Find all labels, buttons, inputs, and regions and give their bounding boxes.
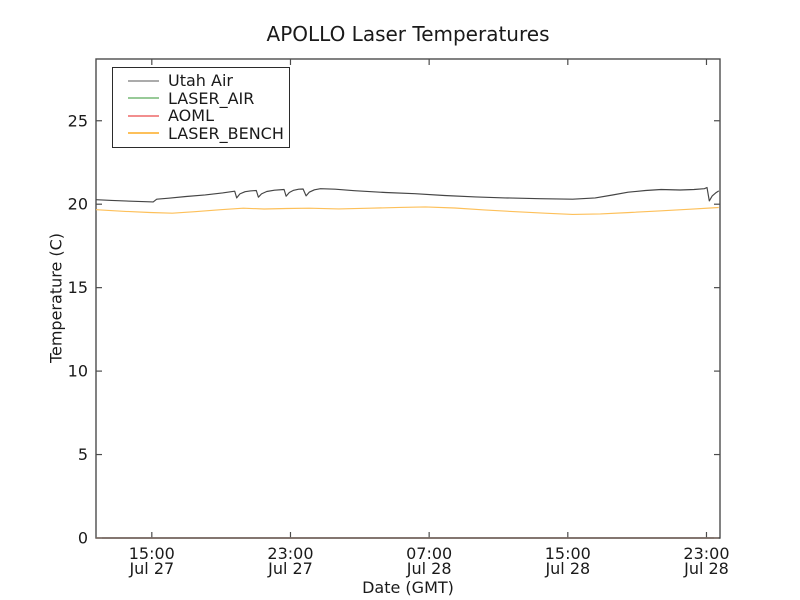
x-tick-label-date: Jul 27 — [128, 559, 174, 578]
y-tick-label: 20 — [68, 195, 88, 214]
x-tick-label-date: Jul 28 — [683, 559, 729, 578]
y-axis-label: Temperature (C) — [46, 232, 66, 364]
legend-line-swatch — [128, 132, 159, 135]
legend-line-swatch — [128, 79, 159, 82]
legend-label: LASER_BENCH — [168, 123, 284, 143]
series-line-laser-bench — [95, 206, 719, 215]
legend-line-swatch — [128, 114, 159, 117]
legend-item-laser-bench: LASER_BENCH — [113, 125, 289, 143]
legend-line-swatch — [128, 97, 159, 100]
chart-title: APOLLO Laser Temperatures — [266, 22, 550, 46]
series-line-utah-air — [95, 186, 720, 203]
x-tick-label-time: 23:00 — [267, 544, 313, 563]
x-tick-label-date: Jul 28 — [406, 559, 452, 578]
y-tick-label: 5 — [78, 445, 88, 464]
legend: Utah Air LASER_AIR AOML LASER_BENCH — [112, 67, 290, 148]
x-tick-label-time: 07:00 — [406, 544, 452, 563]
legend-label: AOML — [168, 106, 214, 126]
y-tick-label: 15 — [68, 278, 88, 297]
legend-label: LASER_AIR — [168, 88, 255, 108]
y-tick-label: 25 — [68, 111, 88, 130]
x-tick-label-time: 15:00 — [545, 544, 591, 563]
x-axis-label: Date (GMT) — [362, 578, 454, 597]
x-tick-label-date: Jul 28 — [544, 559, 590, 578]
legend-item-laser-air: LASER_AIR — [113, 90, 289, 108]
x-tick-label-date: Jul 27 — [267, 559, 313, 578]
legend-label: Utah Air — [168, 71, 233, 91]
legend-item-utah-air: Utah Air — [113, 72, 289, 90]
y-tick-label: 0 — [78, 529, 88, 548]
y-tick-label: 10 — [68, 362, 88, 381]
x-tick-label-time: 15:00 — [129, 544, 175, 563]
x-tick-label-time: 23:00 — [683, 544, 729, 563]
legend-item-aoml: AOML — [113, 107, 289, 125]
